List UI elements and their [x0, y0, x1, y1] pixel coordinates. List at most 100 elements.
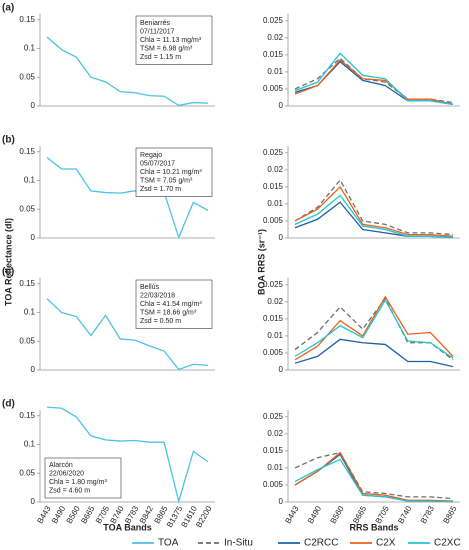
y-tick-label: 0.025 — [263, 280, 284, 289]
y-tick-label: 0.15 — [19, 411, 35, 420]
annotation-line: Chla = 1.80 mg/m³ — [49, 479, 107, 486]
annotation-line: Zsd = 4.60 m — [49, 487, 90, 494]
series-line — [294, 178, 454, 236]
series-line — [294, 59, 454, 105]
annotation-line: TSM = 7.05 g/m³ — [140, 177, 193, 184]
y-tick-label: 0.01 — [267, 199, 283, 208]
annotation-line: Zsd = 1.15 m — [140, 54, 181, 61]
x-tick-label: B560 — [329, 504, 346, 525]
y-tick-label: 0.005 — [263, 348, 284, 357]
y-tick-label: 0.05 — [19, 72, 35, 81]
x-tick-label: B2200 — [194, 504, 214, 529]
series-line — [294, 194, 454, 238]
x-tick-label: B665 — [79, 504, 96, 525]
y-tick-label: 0 — [31, 497, 36, 506]
y-tick-label: 0.015 — [263, 50, 284, 59]
y-tick-label: 0 — [31, 233, 36, 242]
x-tick-label: B443 — [283, 504, 300, 525]
legend-label: C2XC — [434, 538, 461, 549]
y-tick-label: 0.05 — [19, 204, 35, 213]
y-tick-label: 0.02 — [267, 297, 283, 306]
y-tick-label: 0.01 — [267, 331, 283, 340]
panel-label: (c) — [2, 267, 14, 278]
annotation-line: 22/06/2020 — [49, 470, 84, 477]
y-tick-label: 0.02 — [267, 165, 283, 174]
annotation-line: 05/07/2017 — [140, 160, 175, 167]
x-tick-label: B443 — [35, 504, 52, 525]
annotation-line: TSM = 18.66 g/m³ — [140, 309, 197, 316]
y-tick-label: 0 — [279, 233, 284, 242]
y-tick-label: 0.15 — [19, 15, 35, 24]
series-line — [294, 60, 454, 105]
annotation-box — [135, 15, 213, 65]
annotation-line: Beniarrés — [140, 20, 170, 27]
y-tick-label: 0.1 — [24, 176, 36, 185]
series-line — [294, 297, 454, 361]
panel-label: (a) — [2, 3, 14, 14]
annotation-line: Bellús — [140, 284, 160, 291]
annotation-line: Chla = 10.21 mg/m³ — [140, 169, 202, 176]
y-tick-label: 0.15 — [19, 279, 35, 288]
x-tick-label: B865 — [441, 504, 458, 525]
x-axis-title: TOA Bands — [103, 522, 152, 532]
y-tick-label: 0.005 — [263, 84, 284, 93]
y-axis-title: TOA Reflectance (dl) — [3, 218, 13, 306]
annotation-line: Zsd = 0.50 m — [140, 318, 181, 325]
x-tick-label: B783 — [419, 504, 436, 525]
annotation-box — [135, 147, 213, 197]
y-tick-label: 0.025 — [263, 16, 284, 25]
y-tick-label: 0.015 — [263, 182, 284, 191]
annotation-line: 07/11/2017 — [140, 28, 175, 35]
series-line — [294, 451, 454, 502]
series-line — [46, 298, 209, 371]
y-tick-label: 0 — [279, 365, 284, 374]
x-tick-label: B740 — [396, 504, 413, 525]
y-tick-label: 0.15 — [19, 147, 35, 156]
legend-label: C2RCC — [304, 538, 338, 549]
y-tick-label: 0.025 — [263, 412, 284, 421]
y-tick-label: 0.01 — [267, 463, 283, 472]
series-line — [46, 36, 209, 107]
y-tick-label: 0.02 — [267, 429, 283, 438]
y-tick-label: 0.02 — [267, 33, 283, 42]
legend-label: In-Situ — [224, 538, 253, 549]
y-tick-label: 0.1 — [24, 440, 36, 449]
annotation-line: Zsd = 1.70 m — [140, 186, 181, 193]
y-tick-label: 0 — [279, 497, 284, 506]
y-tick-label: 0.015 — [263, 314, 284, 323]
annotation-line: Alarcón — [49, 462, 73, 469]
y-tick-label: 0.1 — [24, 44, 36, 53]
annotation-line: Regajo — [140, 152, 162, 159]
annotation-line: Chla = 11.13 mg/m³ — [140, 37, 202, 44]
panel-label: (b) — [2, 135, 15, 146]
annotation-box — [135, 279, 213, 329]
panel-label: (d) — [2, 399, 15, 410]
y-tick-label: 0.015 — [263, 446, 284, 455]
y-tick-label: 0 — [31, 365, 36, 374]
y-tick-label: 0 — [279, 101, 284, 110]
series-line — [294, 338, 454, 368]
series-line — [294, 52, 454, 105]
legend-label: TOA — [158, 538, 179, 549]
series-line — [46, 406, 209, 504]
y-tick-label: 0.05 — [19, 336, 35, 345]
x-tick-label: B560 — [65, 504, 82, 525]
annotation-line: Chla = 41.54 mg/m³ — [140, 301, 202, 308]
y-tick-label: 0.01 — [267, 67, 283, 76]
series-line — [294, 185, 454, 237]
y-tick-label: 0.1 — [24, 308, 36, 317]
y-tick-label: 0.005 — [263, 216, 284, 225]
y-tick-label: 0.05 — [19, 468, 35, 477]
y-tick-label: 0.025 — [263, 148, 284, 157]
x-axis-title: RRS Bands — [349, 522, 398, 532]
x-tick-label: B490 — [306, 504, 323, 525]
annotation-line: 22/03/2018 — [140, 292, 175, 299]
legend-label: C2X — [376, 538, 396, 549]
x-tick-label: B490 — [50, 504, 67, 525]
series-line — [294, 458, 454, 503]
series-line — [294, 451, 454, 500]
series-line — [46, 156, 209, 240]
annotation-line: TSM = 6.98 g/m³ — [140, 45, 193, 52]
y-tick-label: 0 — [31, 101, 36, 110]
